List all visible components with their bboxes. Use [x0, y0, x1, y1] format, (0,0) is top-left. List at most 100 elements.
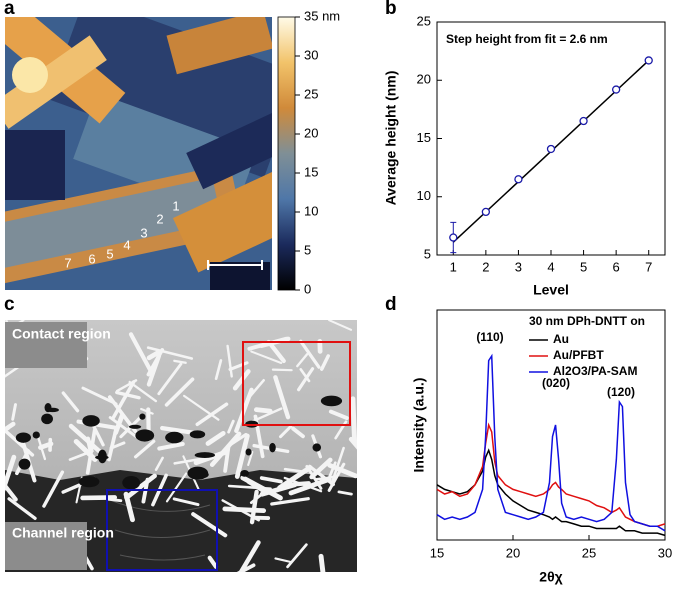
crystal [327, 461, 337, 480]
crystal [227, 419, 235, 434]
panel-label: a [4, 0, 15, 19]
crystal [68, 423, 105, 456]
crystal [110, 380, 136, 421]
crystal [328, 320, 353, 331]
x-axis-label: 2θχ [539, 569, 562, 585]
crystal [36, 433, 47, 461]
void [18, 458, 31, 470]
annotation: Step height from fit = 2.6 nm [446, 32, 608, 46]
crystal [286, 543, 308, 569]
crystal [238, 540, 261, 572]
void [15, 432, 31, 443]
step-number: 3 [140, 225, 147, 240]
x-tick-label: 30 [658, 545, 672, 560]
plot-frame [436, 21, 666, 256]
crystal [5, 421, 16, 433]
crystal [330, 446, 345, 486]
xrd-curve [436, 353, 666, 532]
crystal [205, 430, 226, 446]
crystal [221, 499, 260, 522]
crystal [146, 350, 161, 361]
data-point [481, 207, 491, 217]
crystal [299, 368, 311, 383]
crystal [320, 354, 330, 371]
crystal [85, 428, 97, 475]
crystal [128, 332, 153, 373]
crystal [157, 362, 183, 396]
crystal [318, 553, 326, 572]
crystal [337, 490, 353, 496]
void [245, 448, 252, 456]
crystal [7, 497, 37, 520]
crystal [236, 563, 256, 572]
crystal [5, 454, 17, 492]
label-box [5, 522, 87, 570]
plot-frame [436, 309, 666, 541]
crystal [124, 473, 157, 500]
void [41, 413, 53, 425]
crystal [328, 409, 349, 420]
crystal [207, 555, 219, 569]
crystal [296, 353, 309, 368]
crystal [107, 426, 119, 462]
void [32, 431, 40, 439]
step-number: 2 [156, 211, 163, 226]
crystal [297, 367, 315, 392]
void [194, 452, 216, 458]
data-point [514, 175, 523, 184]
crystal [253, 407, 273, 414]
sem-image [5, 320, 357, 572]
data-point [644, 56, 653, 65]
void [269, 442, 276, 453]
crystal [285, 481, 311, 487]
crystal [299, 339, 321, 369]
crystal [250, 350, 283, 365]
x-tick-label: 3 [515, 259, 522, 274]
colorbar-label: 25 [304, 86, 318, 101]
crystal [273, 375, 291, 420]
xrd-curve [436, 422, 666, 527]
void [46, 407, 59, 413]
crystal [123, 491, 135, 523]
x-tick-label: 25 [582, 545, 596, 560]
crystal [173, 359, 187, 364]
x-tick-label: 15 [430, 545, 444, 560]
crystal [5, 483, 18, 502]
crystal [274, 557, 293, 564]
crystal [80, 495, 118, 501]
crystal [291, 426, 305, 439]
crystal [270, 497, 310, 506]
legend-label: Al2O3/PA-SAM [553, 364, 637, 378]
y-axis-label: Average height (nm) [383, 71, 399, 206]
y-tick-label: 15 [417, 130, 431, 145]
crystal [214, 359, 223, 380]
y-tick-label: 20 [417, 72, 431, 87]
crystal [146, 346, 194, 360]
data-point [611, 85, 621, 94]
crystal [228, 361, 249, 372]
colorbar-label: 15 [304, 164, 318, 179]
label-box [5, 322, 87, 368]
peak-label: (020) [542, 376, 570, 390]
void [320, 395, 343, 407]
colorbar-label: 30 [304, 47, 318, 62]
x-tick-label: 6 [613, 259, 620, 274]
crystal [309, 457, 333, 480]
crystal [279, 424, 293, 439]
void [135, 429, 155, 442]
crystal [157, 441, 185, 451]
y-tick-label: 10 [417, 188, 431, 203]
crystal [11, 403, 17, 421]
crystal [277, 465, 313, 491]
crystal [259, 476, 283, 484]
step-number: 7 [64, 255, 71, 270]
data-point [449, 233, 458, 242]
crystal [232, 369, 251, 391]
crystal [191, 512, 228, 538]
crystal [115, 390, 141, 400]
x-tick-label: 2 [482, 259, 489, 274]
data-point [546, 144, 556, 154]
crystal [223, 444, 231, 473]
void [139, 413, 146, 420]
